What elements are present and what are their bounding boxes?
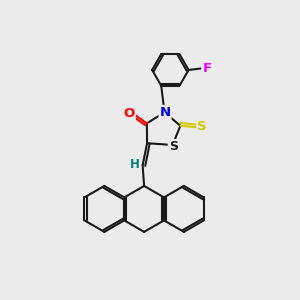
Text: O: O [124, 107, 135, 120]
Text: H: H [130, 158, 139, 171]
Text: N: N [160, 106, 171, 119]
Text: S: S [169, 140, 178, 153]
Text: S: S [197, 120, 207, 133]
Text: F: F [202, 62, 212, 75]
